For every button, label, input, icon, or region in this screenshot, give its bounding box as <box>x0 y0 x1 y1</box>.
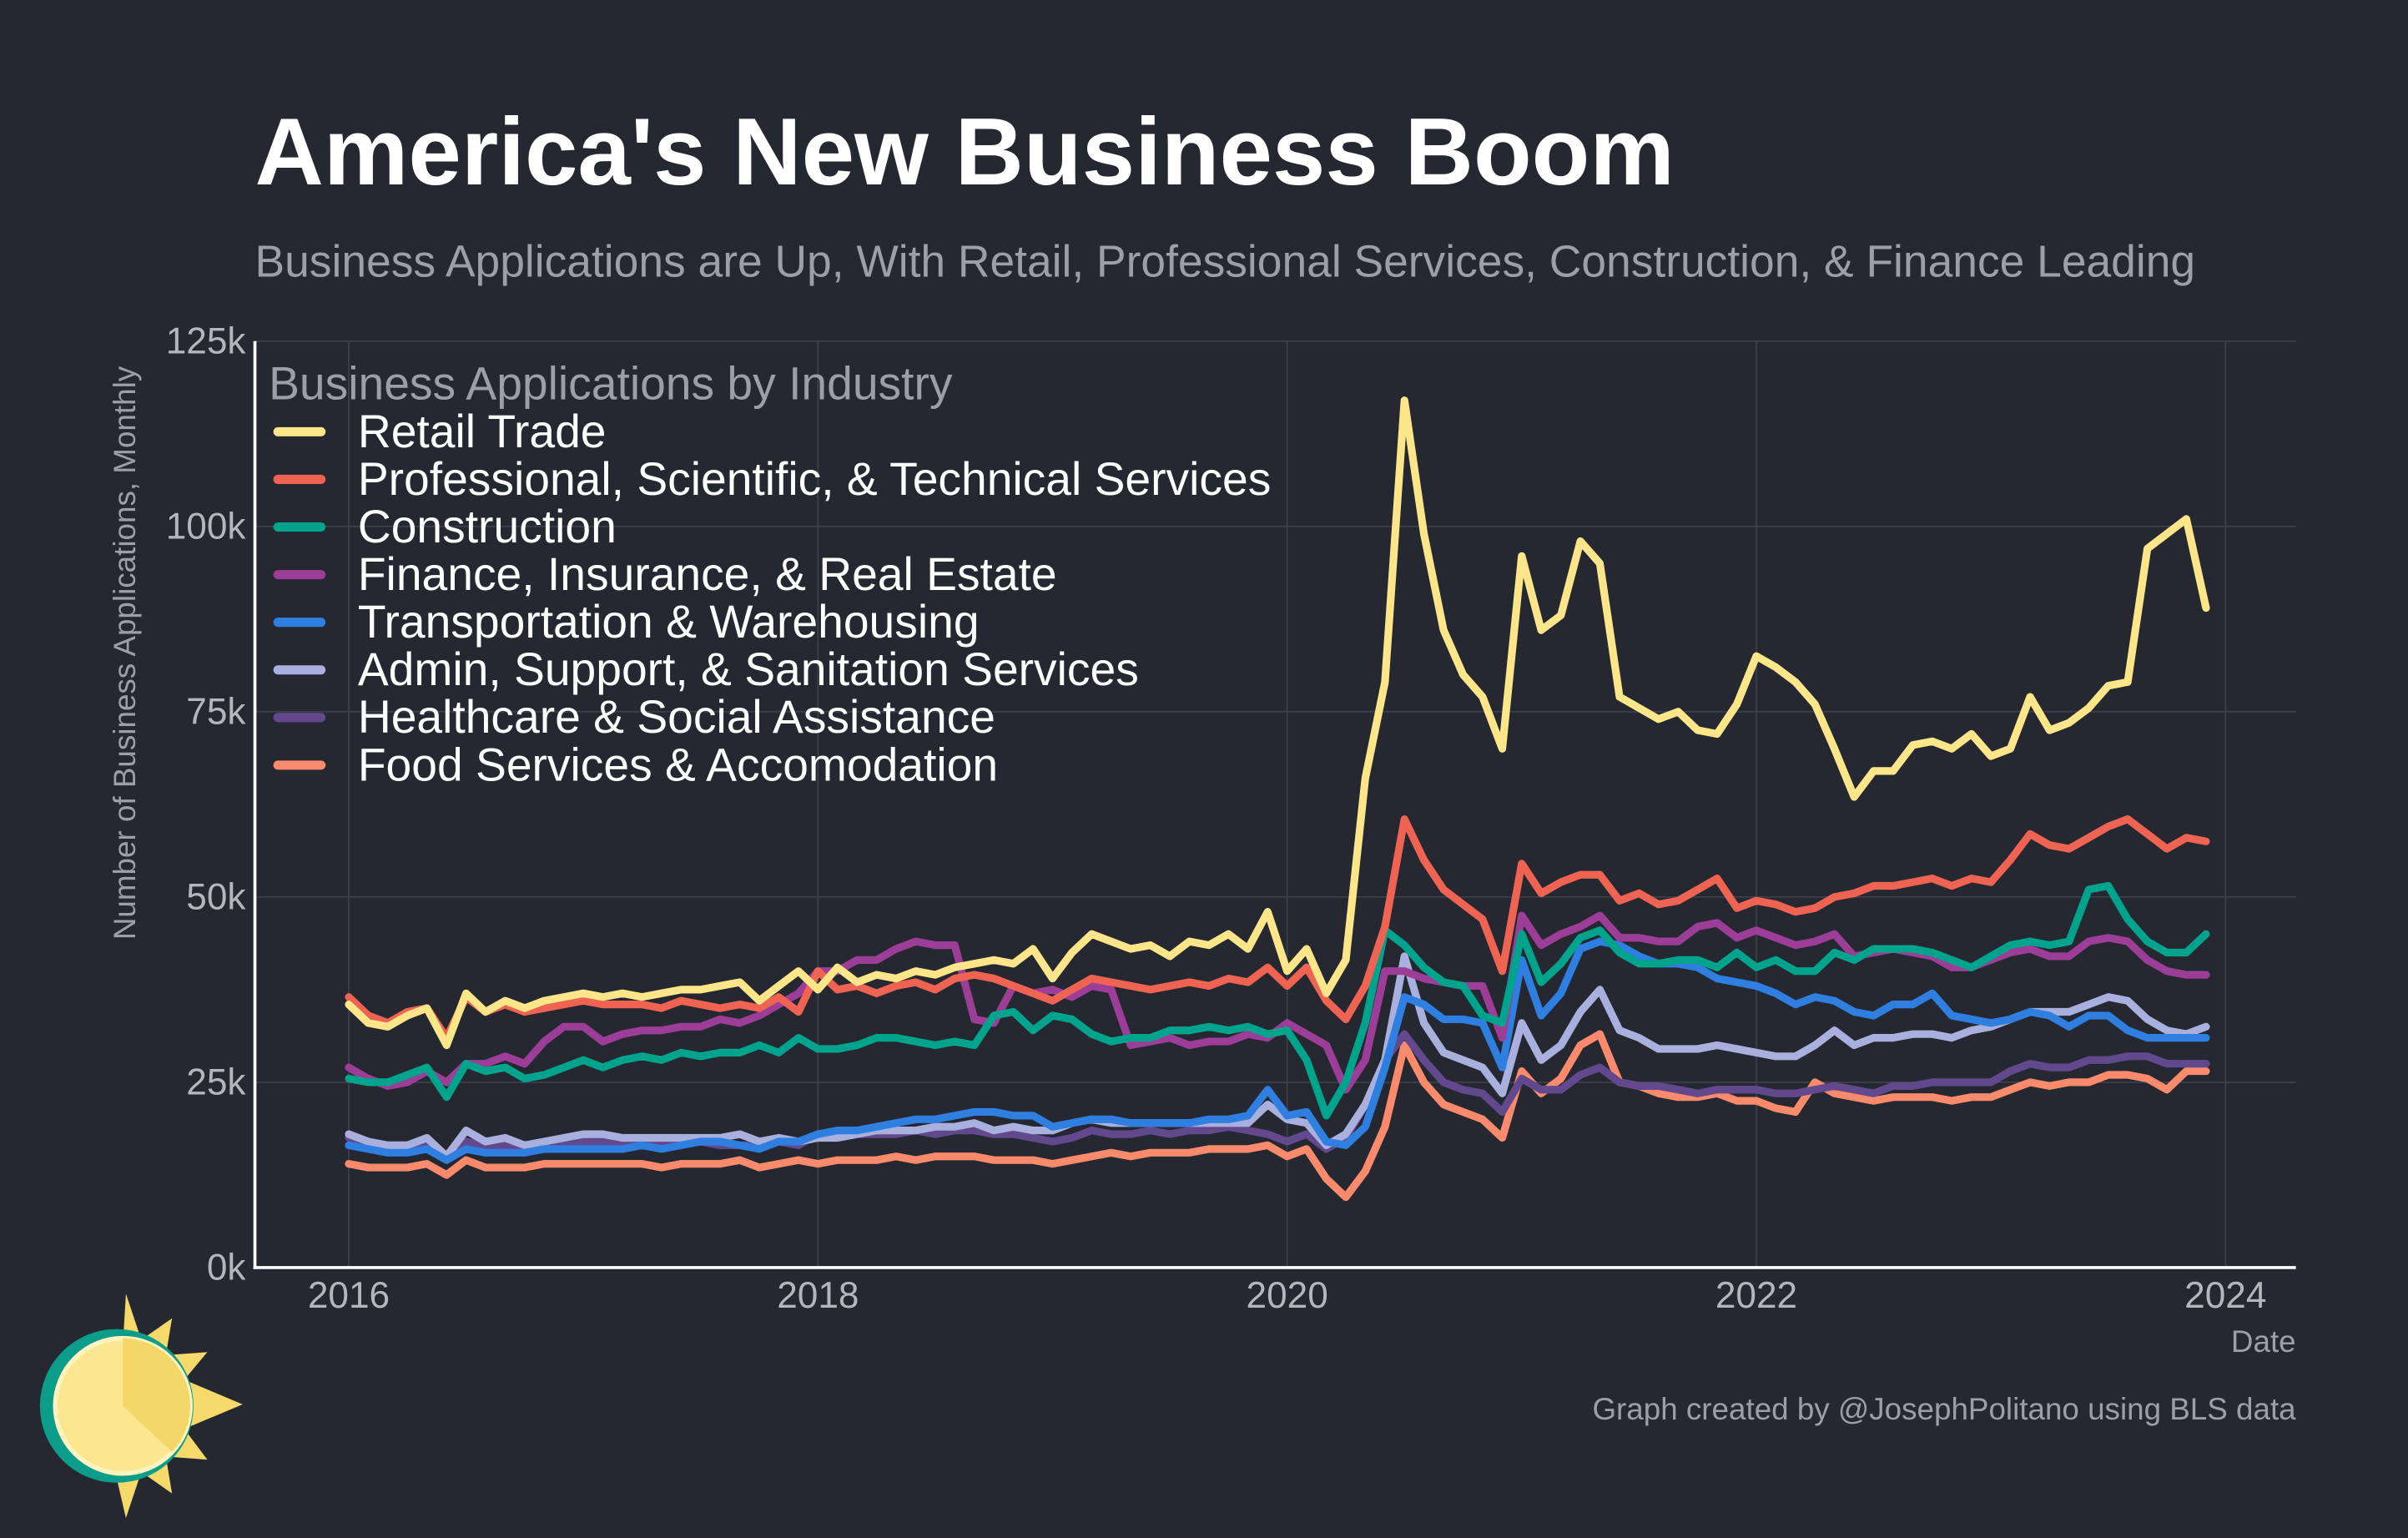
y-tick-label: 0k <box>207 1248 247 1288</box>
legend-label: Finance, Insurance, & Real Estate <box>358 548 1057 600</box>
x-tick-label: 2018 <box>777 1275 859 1316</box>
chart-title: America's New Business Boom <box>255 99 1675 205</box>
y-tick-label: 50k <box>186 877 246 918</box>
chart-subtitle: Business Applications are Up, With Retai… <box>255 237 2196 286</box>
series-line <box>345 952 2210 1161</box>
legend-label: Food Services & Accomodation <box>358 739 998 790</box>
sun-shade <box>123 1338 190 1452</box>
series-line <box>345 937 2210 1164</box>
legend-title: Business Applications by Industry <box>269 358 953 410</box>
series-line <box>345 1030 2210 1202</box>
y-tick-label: 100k <box>166 507 247 547</box>
series-line <box>345 396 2210 1050</box>
y-tick-label: 125k <box>166 320 247 361</box>
x-tick-label: 2022 <box>1715 1275 1797 1316</box>
credit: Graph created by @JosephPolitano using B… <box>1592 1392 2296 1426</box>
series-line <box>345 881 2210 1120</box>
legend-label: Retail Trade <box>358 406 607 457</box>
legend: Business Applications by IndustryRetail … <box>269 358 1271 791</box>
legend-label: Admin, Support, & Sanitation Services <box>358 643 1139 695</box>
logo <box>39 1293 243 1519</box>
x-axis-label: Date <box>2231 1324 2296 1359</box>
legend-label: Healthcare & Social Assistance <box>358 691 995 743</box>
legend-label: Transportation & Warehousing <box>358 596 980 648</box>
x-tick-label: 2016 <box>308 1275 390 1316</box>
y-tick-label: 25k <box>186 1062 246 1103</box>
legend-label: Construction <box>358 501 617 552</box>
series-line <box>345 815 2210 1042</box>
x-tick-label: 2020 <box>1247 1275 1328 1316</box>
legend-label: Professional, Scientific, & Technical Se… <box>358 453 1271 505</box>
plot-area: 0k 25k 50k 75k 100k 125k 2016 2018 2020 2022 2024 B… <box>166 320 2296 1316</box>
x-tick-label: 2024 <box>2184 1275 2266 1316</box>
y-tick-label: 75k <box>186 692 246 733</box>
y-axis-label: Number of Business Applications, Monthly <box>108 366 142 940</box>
